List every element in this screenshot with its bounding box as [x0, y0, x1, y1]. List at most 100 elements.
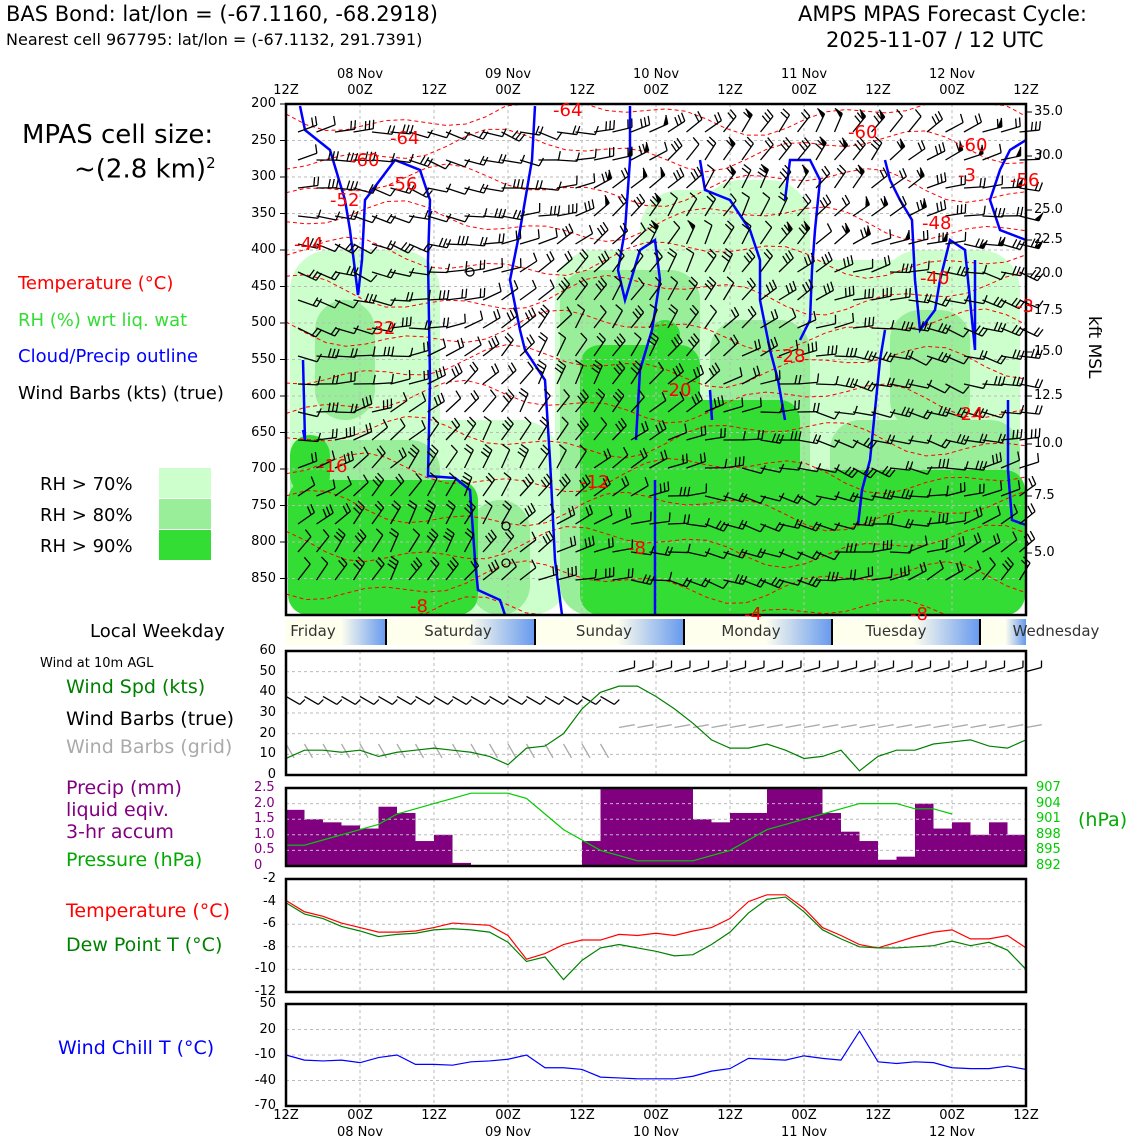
- grid-wind-barb: [562, 743, 573, 759]
- wind-barb-feather: [1012, 349, 1017, 359]
- wind-barb: [722, 193, 737, 217]
- wind-barb-shaft: [427, 374, 446, 385]
- wind-barb-shaft: [889, 115, 903, 133]
- wind-barb-feather: [807, 343, 810, 353]
- wind-barb-feather: [905, 489, 910, 499]
- wind-barb: [871, 539, 893, 553]
- wind-barb-feather: [624, 508, 628, 519]
- wind-barb: [482, 233, 505, 245]
- wind-barb-feather: [775, 433, 781, 443]
- wind-barb-feather: [690, 276, 698, 284]
- wind-barb-feather: [742, 430, 746, 440]
- wind-barb: [667, 276, 679, 301]
- wind-barb-shaft: [1000, 512, 1018, 525]
- wind-barb: [538, 503, 555, 525]
- wind-barb-feather: [944, 385, 951, 394]
- wind-barb-shaft: [667, 399, 685, 413]
- wind-barb-feather: [520, 154, 526, 164]
- wind-barb: [630, 248, 644, 273]
- wind-barb-shaft: [1000, 327, 1020, 337]
- wind-barb-shaft: [704, 579, 724, 590]
- wind-barb-feather: [424, 320, 428, 330]
- wind-barb-shaft: [945, 149, 964, 161]
- rh90-area: [290, 435, 330, 495]
- wind-barb-shaft: [538, 258, 555, 273]
- wind-barb-feather: [331, 151, 336, 161]
- wind-barb-feather: [577, 395, 584, 404]
- wind-barb-feather: [591, 367, 600, 374]
- wind-barb-feather: [824, 165, 831, 174]
- wind-barb-feather: [771, 433, 777, 443]
- wind-barb: [464, 287, 486, 301]
- wind-barb: [1019, 269, 1044, 282]
- wind-barb: [611, 388, 625, 413]
- wind-barb: [686, 425, 707, 441]
- wind-barb-feather: [329, 504, 334, 514]
- wind-barb: [371, 268, 397, 279]
- dewpoint-line: [285, 896, 1027, 981]
- wind-barb-shaft: [463, 423, 477, 441]
- wind-barb-feather: [581, 249, 589, 257]
- wind-barb-feather: [391, 346, 395, 356]
- wind-barb-feather: [375, 560, 383, 568]
- windchill-ytick-label: -10: [254, 1047, 276, 1062]
- wind-barb: [926, 559, 944, 581]
- wind-barb-feather: [667, 251, 676, 259]
- wind-barb-feather: [421, 392, 427, 402]
- wind-barb-shaft: [612, 201, 627, 217]
- wind-barb: [482, 559, 500, 581]
- wind-barb-feather: [502, 443, 511, 451]
- wind-barb: [334, 451, 354, 469]
- wind-barb-shaft: [297, 383, 319, 386]
- wind-barb-feather: [371, 326, 378, 335]
- wind-barb-shaft: [371, 215, 391, 224]
- wind-barb-feather: [694, 393, 700, 403]
- wind-barb-feather: [640, 222, 647, 231]
- wind-barb-feather: [1034, 428, 1037, 438]
- wind-barb-feather: [491, 561, 497, 571]
- wind-barb: [482, 282, 502, 301]
- wind-barb-feather: [845, 543, 850, 553]
- wind-barb: [353, 243, 378, 255]
- wind-barb: [353, 293, 378, 304]
- wind-barb-feather: [925, 357, 933, 366]
- precip-ytick-label: 1.0: [254, 826, 275, 842]
- wind-barb-feather: [524, 416, 532, 424]
- wind-barb: [908, 379, 933, 389]
- wind-barb-shaft: [778, 114, 791, 133]
- wind-barb: [353, 326, 378, 335]
- precip-bar: [341, 825, 360, 866]
- wind-barb-feather: [821, 168, 828, 177]
- wind-barb-shaft: [445, 159, 466, 168]
- wind-barb-feather: [708, 136, 717, 144]
- wind-barb: [519, 125, 544, 136]
- precip-bar: [878, 859, 897, 866]
- temp-ytick-label: -8: [263, 938, 276, 954]
- wind-barb: [482, 153, 507, 164]
- wind-barb-shaft: [371, 327, 392, 333]
- wind-barb-shaft: [741, 579, 761, 588]
- wind-barb-feather: [844, 287, 847, 297]
- wind-barb-shaft: [704, 370, 721, 385]
- wind-barb-feather: [504, 500, 512, 508]
- temperature-line: [285, 894, 1027, 960]
- wind-barb-feather: [844, 466, 852, 475]
- wind-barb-feather: [1030, 429, 1033, 439]
- wind-barb-shaft: [982, 460, 1002, 469]
- wind-barb-feather: [706, 139, 715, 147]
- wind-barb-shaft: [353, 159, 374, 162]
- wind-barb: [612, 446, 629, 469]
- wind-barb-feather: [426, 341, 429, 351]
- wind-barb-feather: [979, 460, 984, 470]
- wind-barb-feather: [331, 450, 336, 460]
- wind-barb-shaft: [445, 215, 466, 223]
- wind-barb-shaft: [797, 260, 815, 273]
- wind-barb-shaft: [723, 375, 743, 385]
- wind-barb-feather: [461, 235, 465, 245]
- wind-barb: [722, 164, 737, 189]
- wind-barb-shaft: [778, 523, 799, 529]
- wind-barb-feather: [615, 423, 622, 432]
- wind-barb-pennant: [604, 195, 610, 207]
- wind-barb-feather: [632, 363, 641, 371]
- wind-barb-feather: [594, 359, 603, 367]
